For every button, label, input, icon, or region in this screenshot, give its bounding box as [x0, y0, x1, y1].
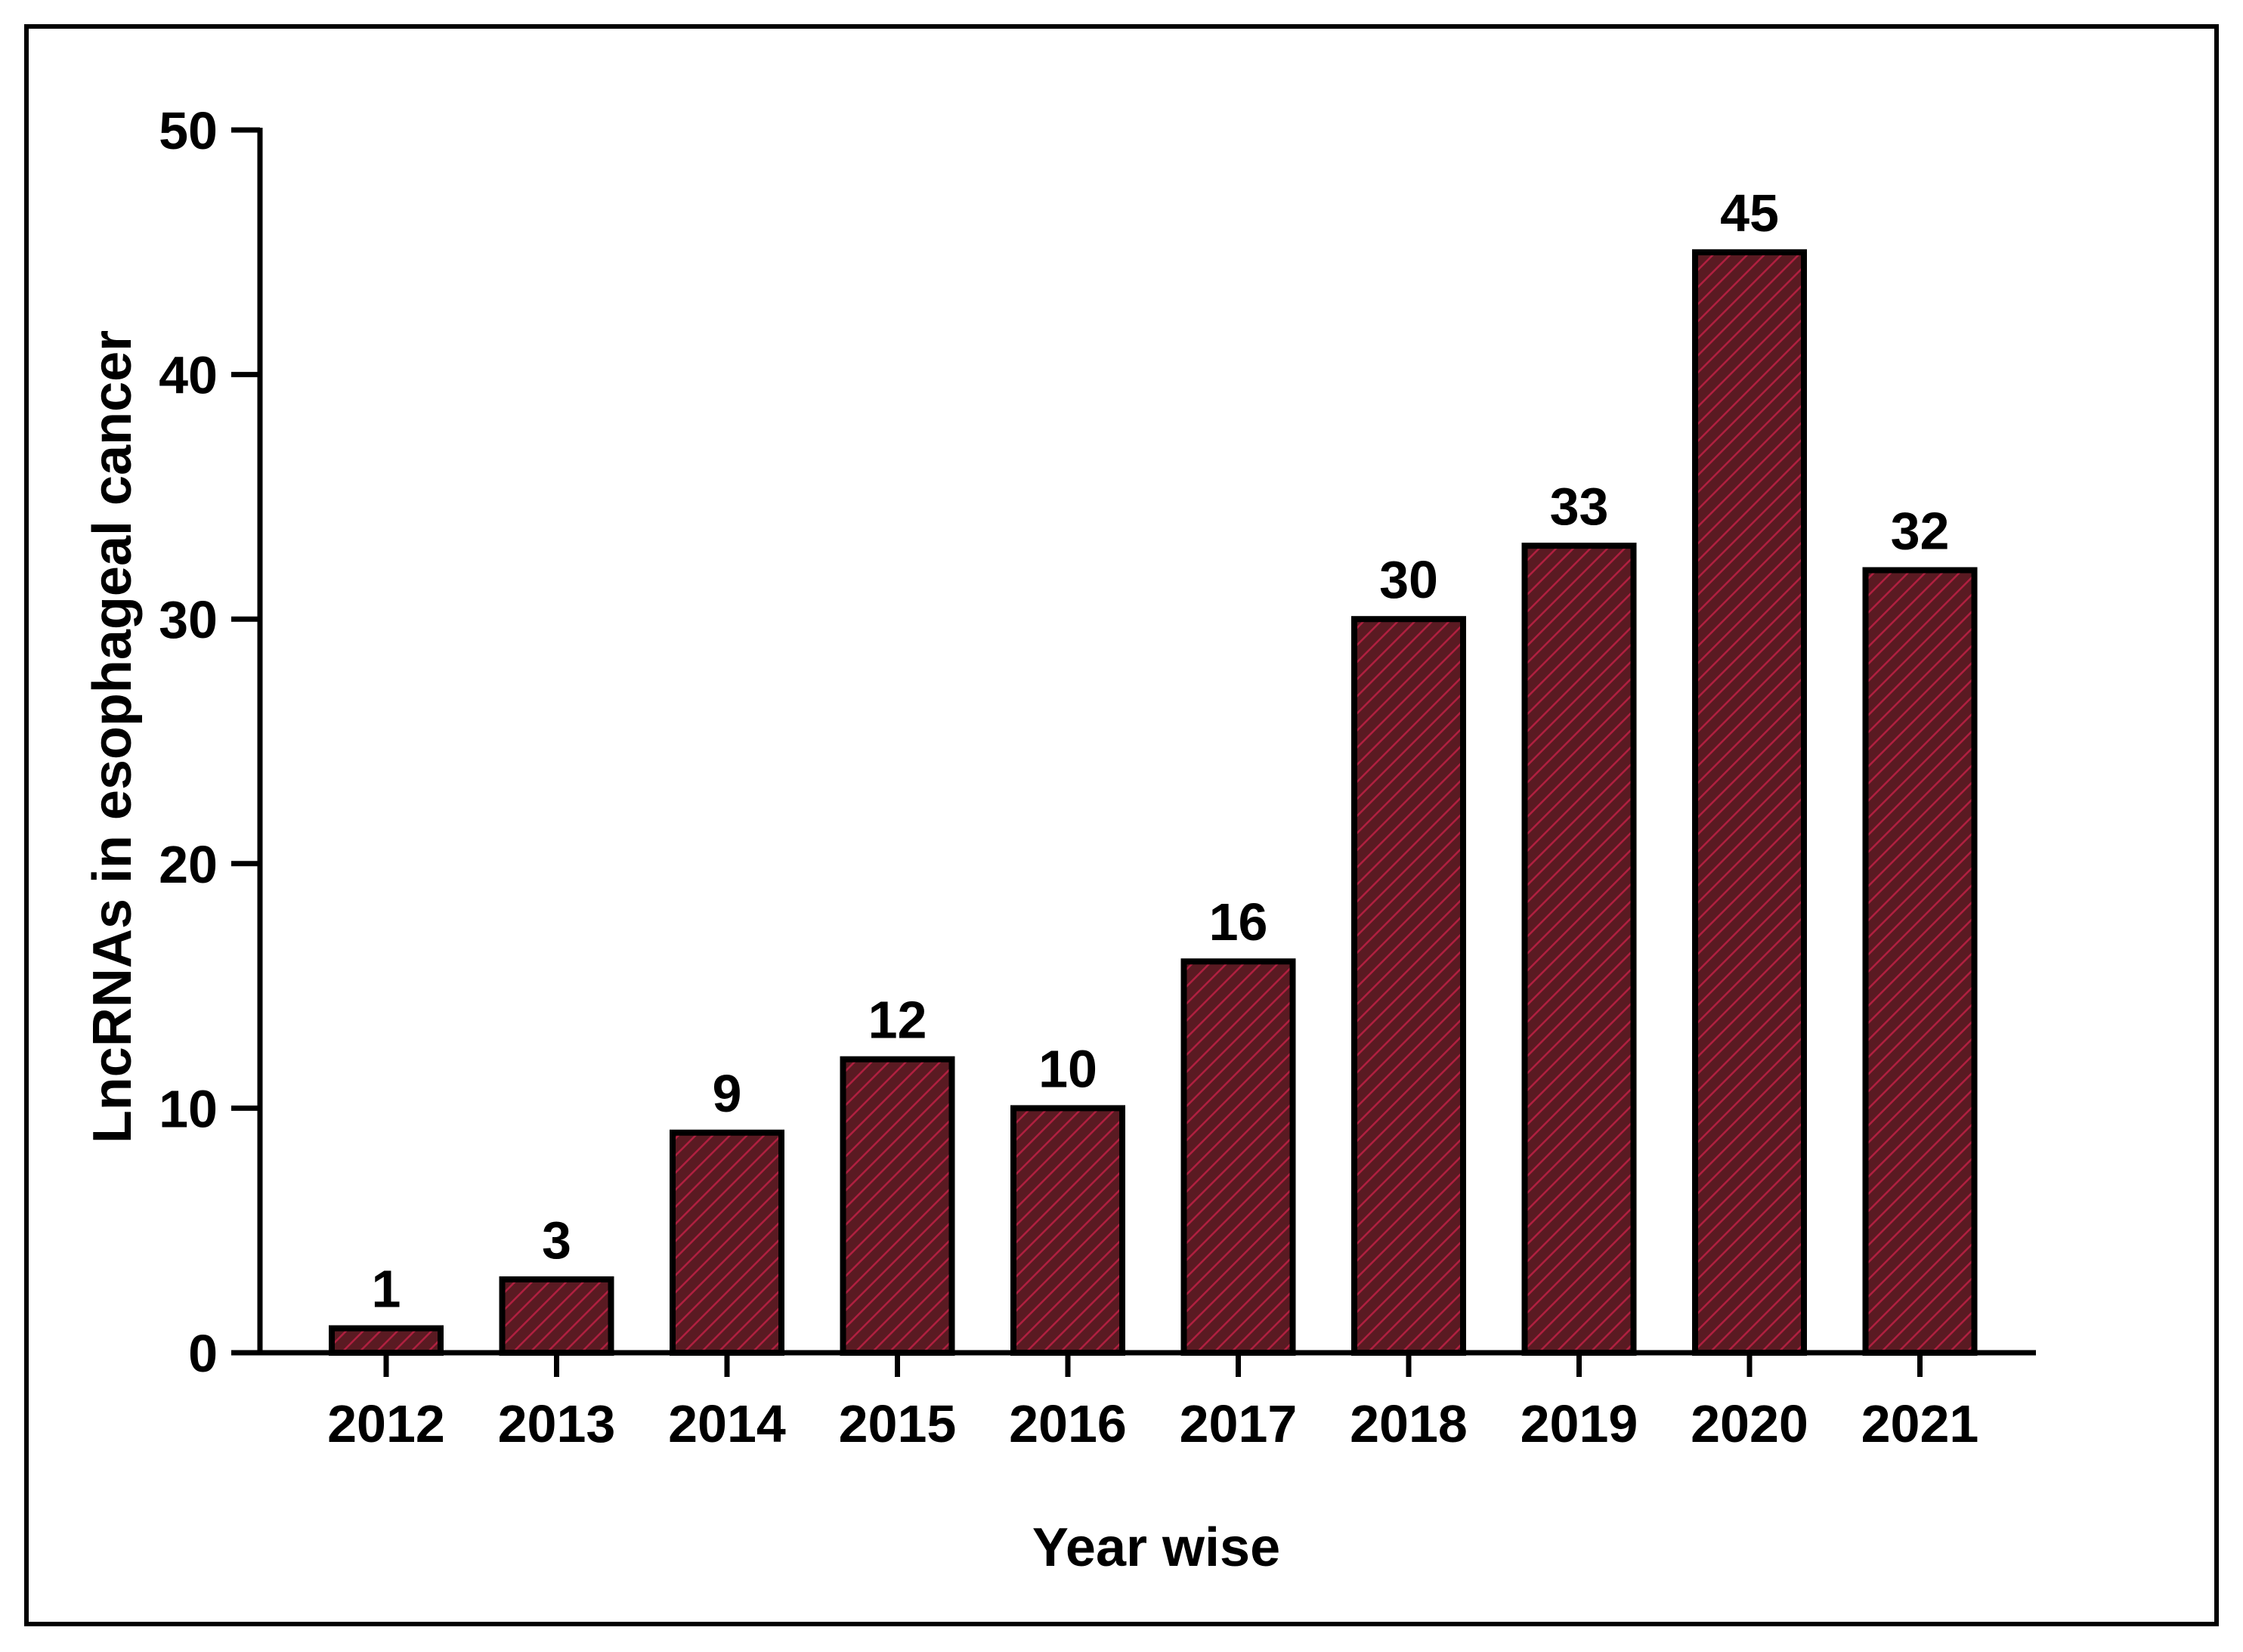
data-label-2014: 9	[713, 1064, 742, 1123]
bar-2021	[1862, 567, 1978, 1356]
data-label-2016: 10	[1038, 1039, 1097, 1098]
bars-layer	[329, 249, 1978, 1357]
y-tick-label-30: 30	[159, 590, 218, 649]
bar-2016	[1010, 1105, 1125, 1357]
y-axis-title: LncRNAs in esophageal cancer	[82, 330, 143, 1143]
x-tick-label-2012: 2012	[327, 1394, 445, 1453]
data-label-2013: 3	[542, 1211, 571, 1270]
x-tick-label-2017: 2017	[1180, 1394, 1298, 1453]
chart-frame	[24, 24, 2219, 1626]
data-label-2019: 33	[1550, 477, 1609, 536]
data-label-2020: 45	[1720, 184, 1779, 243]
x-tick-label-2014: 2014	[668, 1394, 786, 1453]
x-tick-label-2020: 2020	[1691, 1394, 1808, 1453]
y-tick-label-20: 20	[159, 835, 218, 894]
bar-2013	[499, 1276, 614, 1357]
x-tick-label-2019: 2019	[1521, 1394, 1638, 1453]
labels-layer: 1 2012 3 2013 9 2014 12 2015 10 2016 16 2017 30 2018 3…	[159, 101, 1978, 1453]
data-label-2021: 32	[1891, 501, 1950, 560]
axes-layer	[231, 127, 2036, 1377]
x-tick-label-2016: 2016	[1009, 1394, 1127, 1453]
y-tick-label-50: 50	[159, 101, 218, 160]
x-axis-title: Year wise	[1032, 1517, 1280, 1578]
bar-2020	[1692, 249, 1807, 1356]
bar-2015	[840, 1056, 955, 1357]
bar-2017	[1180, 958, 1296, 1356]
x-tick-label-2015: 2015	[839, 1394, 957, 1453]
x-tick-label-2013: 2013	[498, 1394, 616, 1453]
data-label-2018: 30	[1379, 550, 1438, 609]
data-label-2015: 12	[868, 991, 927, 1050]
bar-2018	[1351, 616, 1466, 1356]
data-label-2017: 16	[1209, 893, 1268, 951]
data-label-2012: 1	[372, 1260, 401, 1319]
bar-2012	[329, 1325, 444, 1357]
y-tick-label-10: 10	[159, 1079, 218, 1138]
y-tick-label-0: 0	[188, 1324, 218, 1383]
bar-2014	[670, 1129, 784, 1356]
y-tick-label-40: 40	[159, 346, 218, 405]
x-tick-label-2021: 2021	[1861, 1394, 1979, 1453]
x-tick-label-2018: 2018	[1350, 1394, 1468, 1453]
bar-2019	[1521, 543, 1637, 1356]
